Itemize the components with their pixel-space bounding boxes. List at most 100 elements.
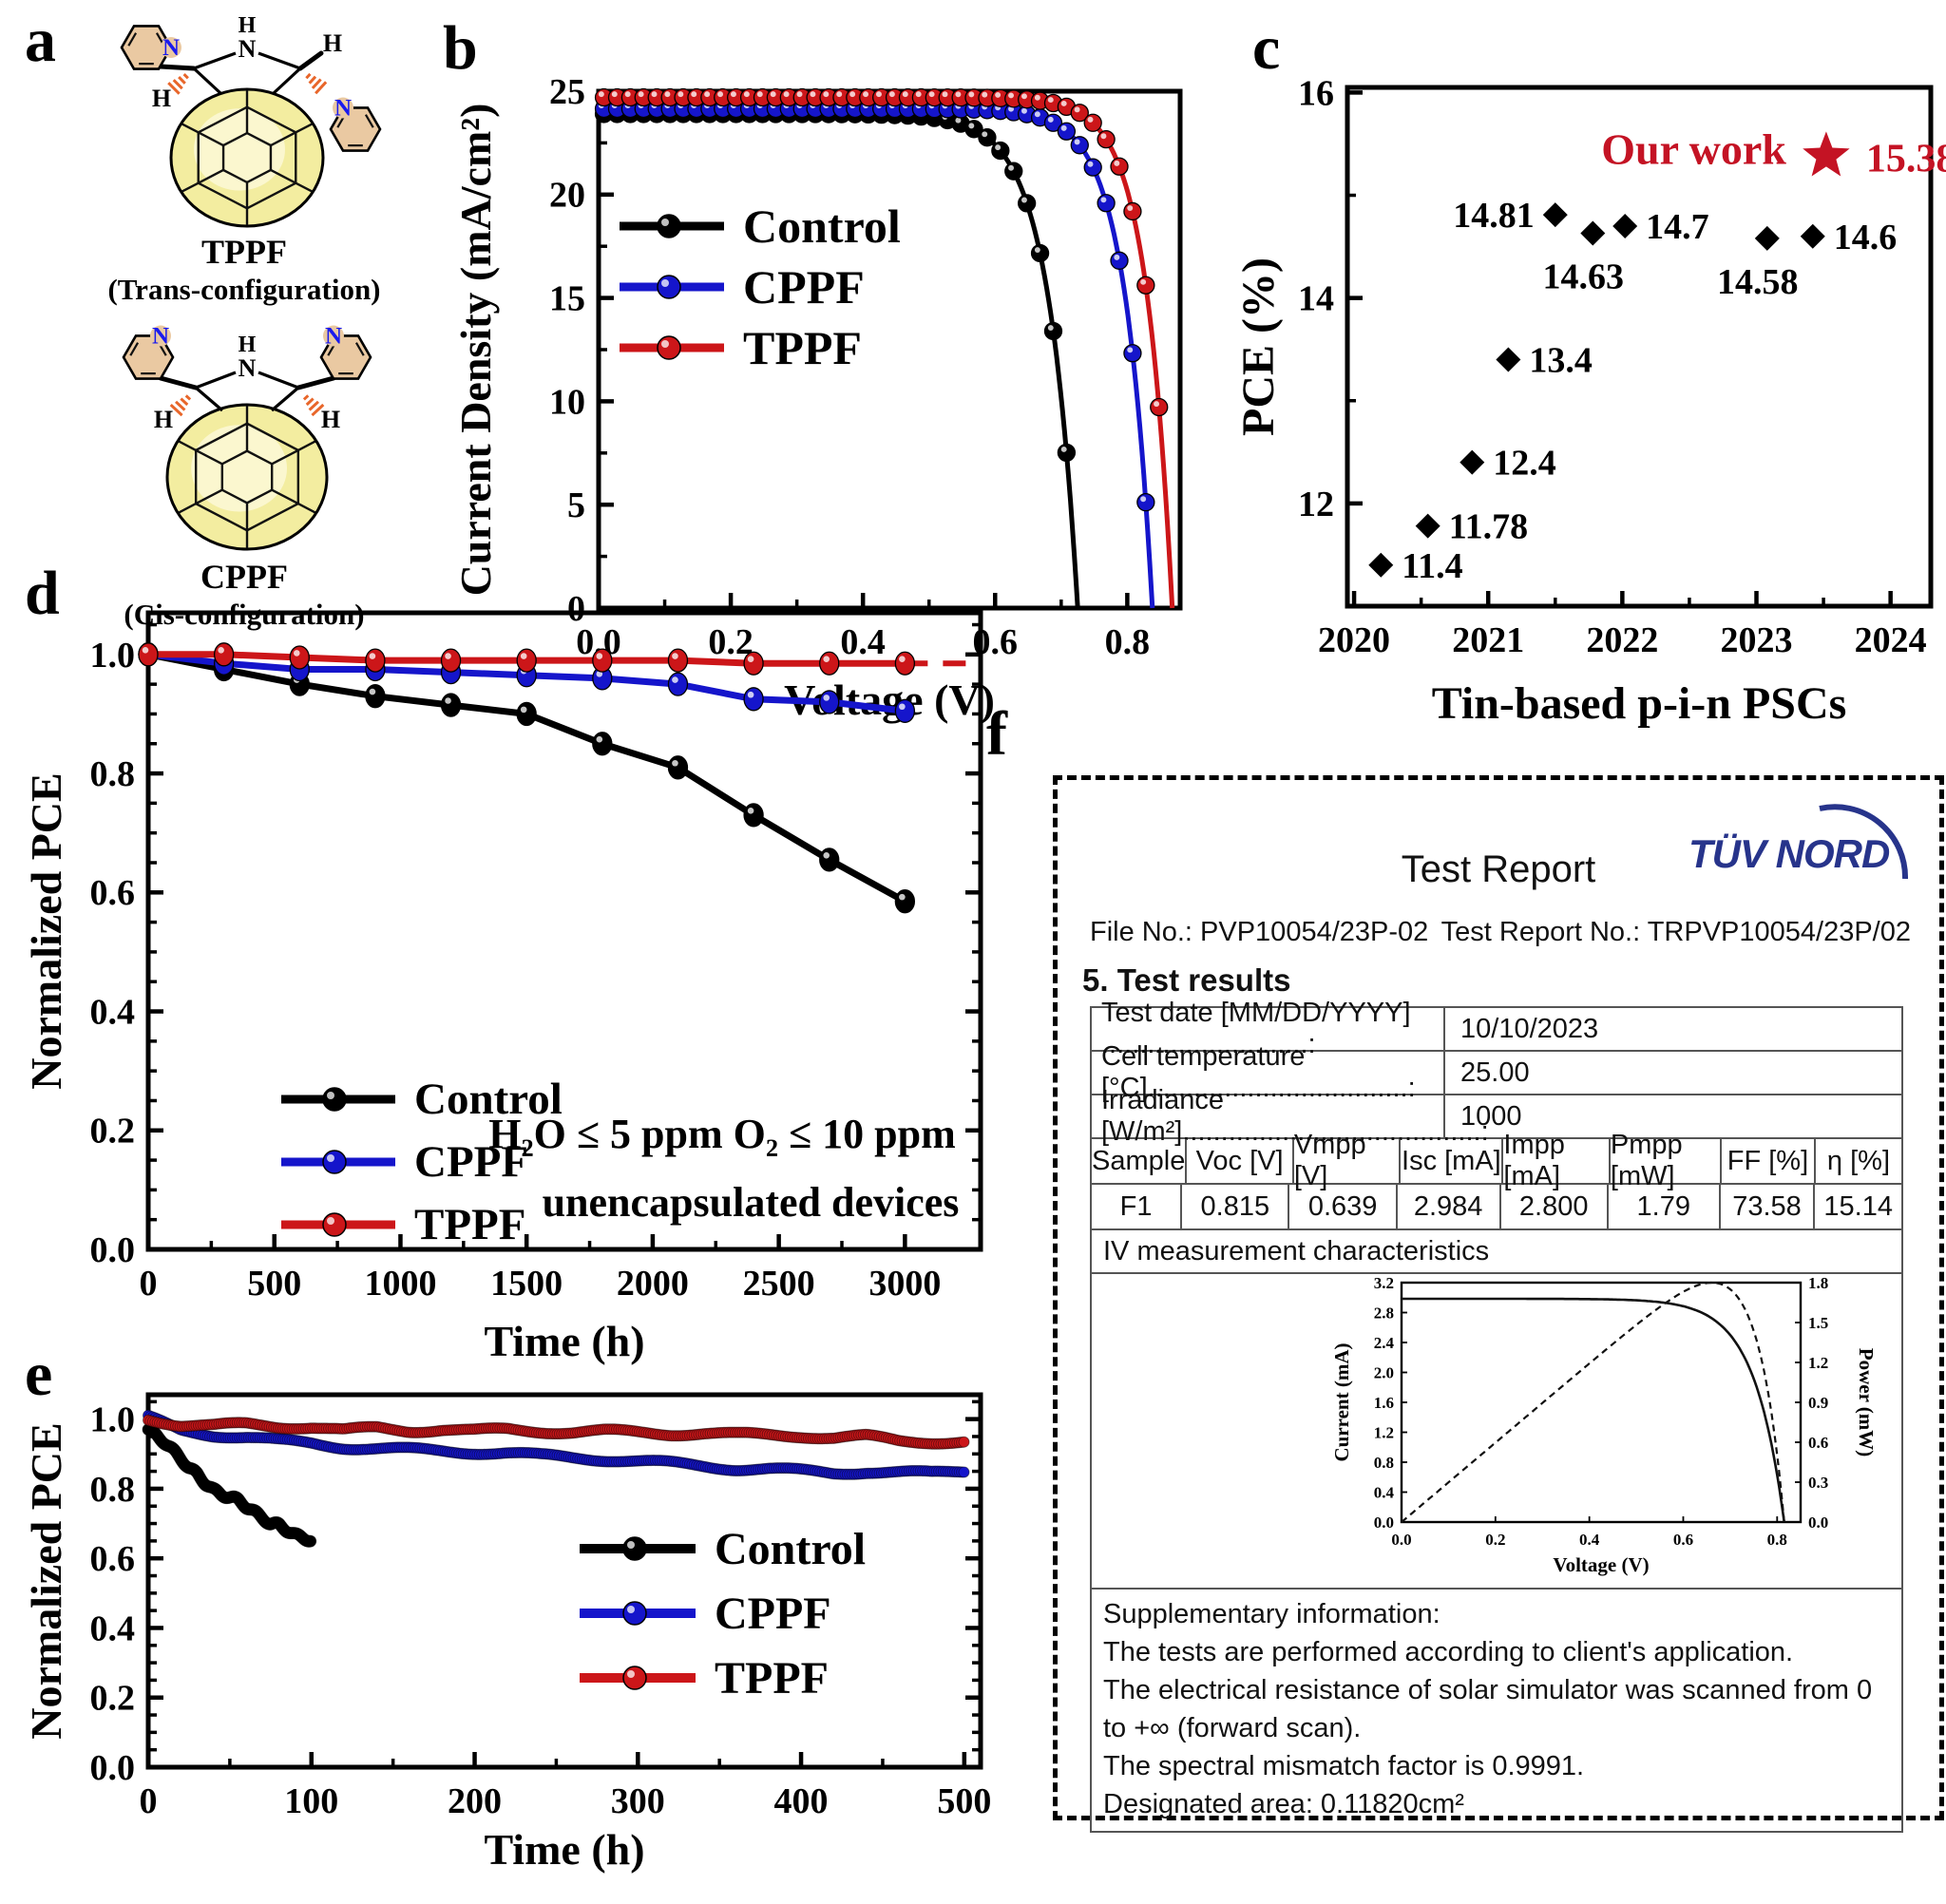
svg-text:0.2: 0.2 — [90, 1679, 136, 1719]
svg-text:2021: 2021 — [1452, 620, 1524, 660]
panel-label-e: e — [25, 1340, 53, 1409]
legend-label: TPPF — [414, 1200, 526, 1249]
svg-text:0.0: 0.0 — [90, 1230, 136, 1270]
cell-eta: 15.14 — [1823, 1190, 1893, 1222]
legend-marker-tppf — [281, 1212, 395, 1237]
svg-text:Normalized PCE: Normalized PCE — [22, 1422, 70, 1739]
panel-label-d: d — [25, 559, 60, 628]
panel-label-f: f — [986, 699, 1007, 769]
molecule-tppf-name: TPPF — [201, 233, 287, 271]
table-header-row: Sample Voc [V] Vmpp [V] Isc [mA] Impp [m… — [1092, 1130, 1901, 1191]
panel-c-plot: 2020 2021 2022 2023 2024 12 14 16 Tin-based p-i-… — [1233, 73, 1946, 729]
report-title: Test Report — [1401, 848, 1596, 890]
svg-text:0: 0 — [567, 589, 585, 629]
row-value: 10/10/2023 — [1460, 1013, 1599, 1044]
legend-label: TPPF — [715, 1652, 829, 1704]
column-header: FF [%] — [1722, 1139, 1816, 1183]
svg-text:12.4: 12.4 — [1493, 444, 1556, 484]
svg-text:2024: 2024 — [1855, 620, 1927, 660]
panel-d-annotation-devices: unencapsulated devices — [542, 1179, 960, 1226]
svg-text:11.78: 11.78 — [1449, 507, 1528, 547]
column-header: Pmpp [mW] — [1611, 1130, 1722, 1191]
svg-text:14.7: 14.7 — [1646, 207, 1709, 247]
legend-marker-cppf — [620, 275, 724, 299]
svg-text:14: 14 — [1298, 279, 1334, 319]
legend-marker-tppf — [580, 1666, 696, 1690]
svg-text:0.4: 0.4 — [90, 992, 136, 1032]
svg-text:2023: 2023 — [1721, 620, 1793, 660]
svg-text:14.63: 14.63 — [1543, 257, 1625, 297]
legend-label: CPPF — [743, 260, 865, 314]
svg-text:500: 500 — [937, 1781, 991, 1821]
row-value: 25.00 — [1460, 1057, 1530, 1088]
supplementary-line: Designated area: 0.11820cm² — [1103, 1789, 1464, 1819]
legend-marker-control — [580, 1536, 696, 1561]
legend-label: Control — [743, 200, 901, 253]
iv-chart-area — [1092, 1274, 1901, 1590]
panel-label-a: a — [25, 6, 56, 75]
svg-text:5: 5 — [567, 486, 585, 525]
molecule-tppf-config: (Trans-configuration) — [107, 273, 381, 306]
panel-label-c: c — [1252, 13, 1281, 83]
column-header: Voc [V] — [1187, 1139, 1294, 1183]
svg-text:Our work: Our work — [1601, 124, 1786, 173]
svg-text:H: H — [238, 333, 257, 357]
svg-text:N: N — [238, 354, 257, 382]
svg-text:Normalized PCE: Normalized PCE — [22, 772, 70, 1089]
logo-arc — [1819, 804, 1909, 880]
svg-text:H: H — [238, 13, 257, 38]
cell-sample: F1 — [1092, 1185, 1183, 1228]
svg-text:0.8: 0.8 — [90, 1470, 136, 1510]
cell-ff: 73.58 — [1721, 1185, 1816, 1228]
report-file-no: File No.: PVP10054/23P-02 — [1090, 917, 1429, 947]
svg-text:0.6: 0.6 — [973, 622, 1019, 662]
svg-text:2500: 2500 — [743, 1264, 815, 1304]
svg-text:400: 400 — [774, 1781, 829, 1821]
svg-text:10: 10 — [549, 382, 585, 422]
panel-d-annotation-atmosphere: H₂O ≤ 5 ppm O₂ ≤ 10 ppm — [488, 1111, 956, 1157]
supplementary-line: Supplementary information: — [1103, 1599, 1440, 1629]
svg-text:Time (h): Time (h) — [484, 1825, 644, 1874]
svg-text:0: 0 — [140, 1264, 158, 1304]
cell-isc: 2.984 — [1398, 1185, 1501, 1228]
svg-text:N: N — [238, 35, 257, 63]
svg-text:Tin-based p-i-n PSCs: Tin-based p-i-n PSCs — [1432, 678, 1847, 729]
svg-text:14.81: 14.81 — [1453, 196, 1535, 236]
svg-text:2000: 2000 — [617, 1264, 689, 1304]
legend-marker-control — [620, 214, 724, 238]
legend-marker-tppf — [620, 335, 724, 360]
svg-text:0.6: 0.6 — [90, 873, 136, 913]
svg-text:20: 20 — [549, 176, 585, 216]
column-header: Impp [mA] — [1503, 1130, 1611, 1191]
svg-text:16: 16 — [1298, 73, 1334, 113]
legend-marker-cppf — [281, 1150, 395, 1174]
svg-text:3000: 3000 — [868, 1264, 941, 1304]
svg-text:12: 12 — [1298, 485, 1334, 524]
molecule-cppf-config: (Cis-configuration) — [124, 598, 365, 631]
panel-b-plot: 0.0 0.2 0.4 0.6 0.8 0 5 10 15 20 25 Voltage (V) Curr… — [451, 72, 1183, 724]
legend-item-control: Control — [616, 196, 901, 257]
svg-text:300: 300 — [611, 1781, 665, 1821]
legend-marker-cppf — [580, 1601, 696, 1626]
svg-text:Voltage (V): Voltage (V) — [784, 676, 995, 724]
legend-marker-control — [281, 1087, 395, 1112]
cell-impp: 2.800 — [1501, 1185, 1609, 1228]
svg-text:H: H — [323, 29, 342, 57]
table-data-row: F1 0.815 0.639 2.984 2.800 1.79 73.58 15… — [1092, 1185, 1901, 1230]
svg-text:25: 25 — [549, 72, 585, 112]
svg-text:2020: 2020 — [1318, 620, 1390, 660]
tuv-nord-logo-graphic: TÜV NORD — [1688, 804, 1909, 880]
cell-vmpp: 0.639 — [1289, 1185, 1398, 1228]
svg-text:1.0: 1.0 — [90, 636, 136, 676]
svg-text:H: H — [154, 406, 173, 433]
svg-text:0.8: 0.8 — [1105, 622, 1151, 662]
svg-text:0.6: 0.6 — [90, 1539, 136, 1579]
panel-b-legend: Control CPPF TPPF — [616, 196, 901, 378]
legend-item-cppf: CPPF — [576, 1581, 866, 1646]
column-header: Isc [mA] — [1401, 1139, 1504, 1183]
supplementary-line: The spectral mismatch factor is 0.9991. — [1103, 1751, 1585, 1781]
svg-text:0.4: 0.4 — [840, 622, 886, 662]
svg-text:0: 0 — [140, 1781, 158, 1821]
svg-text:PCE (%): PCE (%) — [1233, 257, 1284, 436]
